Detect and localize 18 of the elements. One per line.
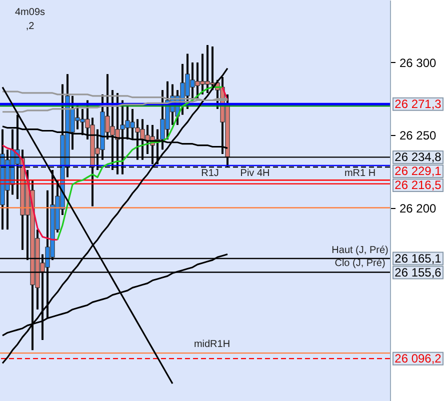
y-tick-label: 26 300 (400, 56, 437, 70)
text: Piv 4H (240, 168, 270, 179)
annotation: R1J (201, 168, 219, 179)
annotation: ,2 (26, 21, 35, 32)
ref-line-label: 26 234,8 (394, 150, 442, 164)
ref-line-label: 26 216,5 (394, 178, 442, 192)
ref-line-label: 26 155,6 (394, 265, 442, 280)
ref-line-label: 26 229,1 (394, 164, 442, 178)
ref-line-label: 26 271,3 (394, 97, 442, 112)
y-tick-label: 26 200 (400, 201, 437, 216)
ref-line-label: 26 096,2 (394, 352, 442, 366)
y-tick-label: 26 250 (400, 128, 437, 143)
text: Clo (J, Pré) (334, 258, 386, 269)
annotation: 4m09s (14, 7, 46, 18)
ref-line-label: 26 165,1 (394, 251, 442, 266)
text: mR1 H (344, 168, 376, 179)
text: Haut (J, Pré) (332, 245, 388, 256)
annotation: midR1H (194, 339, 230, 350)
